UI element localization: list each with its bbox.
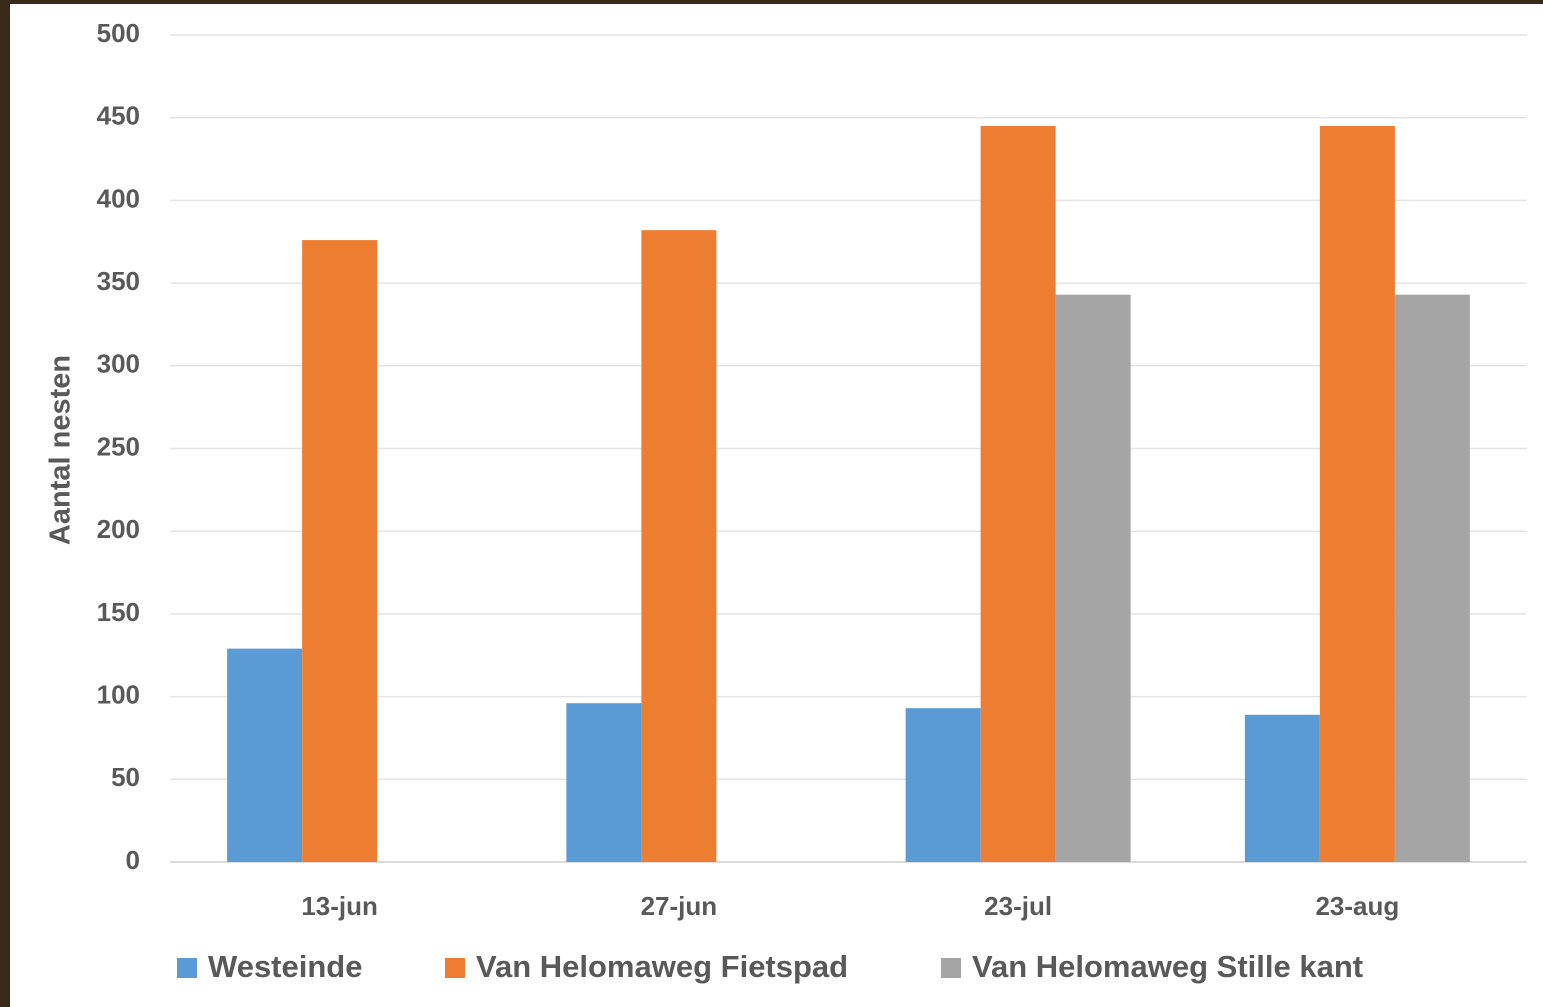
legend-swatch: [445, 958, 465, 978]
x-tick-label: 23-jul: [984, 891, 1052, 921]
y-tick-label: 100: [97, 679, 140, 709]
bar: [1244, 714, 1320, 862]
bar: [1319, 125, 1395, 863]
bar: [641, 230, 717, 862]
y-axis-label: Aantal nesten: [45, 355, 77, 545]
legend-label: Van Helomaweg Stille kant: [972, 949, 1363, 984]
legend-swatch: [177, 958, 197, 978]
bar: [1394, 294, 1470, 863]
legend-label: Westeinde: [208, 949, 362, 984]
y-tick-label: 400: [97, 183, 140, 213]
y-tick-label: 0: [126, 845, 140, 875]
bar: [980, 125, 1056, 863]
y-tick-label: 450: [97, 101, 140, 131]
bar: [302, 240, 378, 862]
bar: [905, 708, 981, 862]
legend-swatch: [941, 958, 961, 978]
y-tick-label: 500: [97, 18, 140, 48]
y-tick-label: 150: [97, 597, 140, 627]
y-tick-label: 200: [97, 514, 140, 544]
x-tick-label: 27-jun: [641, 891, 718, 921]
y-tick-label: 300: [97, 349, 140, 379]
y-tick-label: 50: [111, 762, 140, 792]
bar: [227, 648, 303, 862]
y-tick-label: 250: [97, 431, 140, 461]
legend-label: Van Helomaweg Fietspad: [476, 949, 848, 984]
y-tick-label: 350: [97, 266, 140, 296]
bar: [1055, 294, 1131, 863]
x-tick-label: 23-aug: [1315, 891, 1399, 921]
bar: [566, 703, 642, 862]
x-tick-label: 13-jun: [301, 891, 378, 921]
